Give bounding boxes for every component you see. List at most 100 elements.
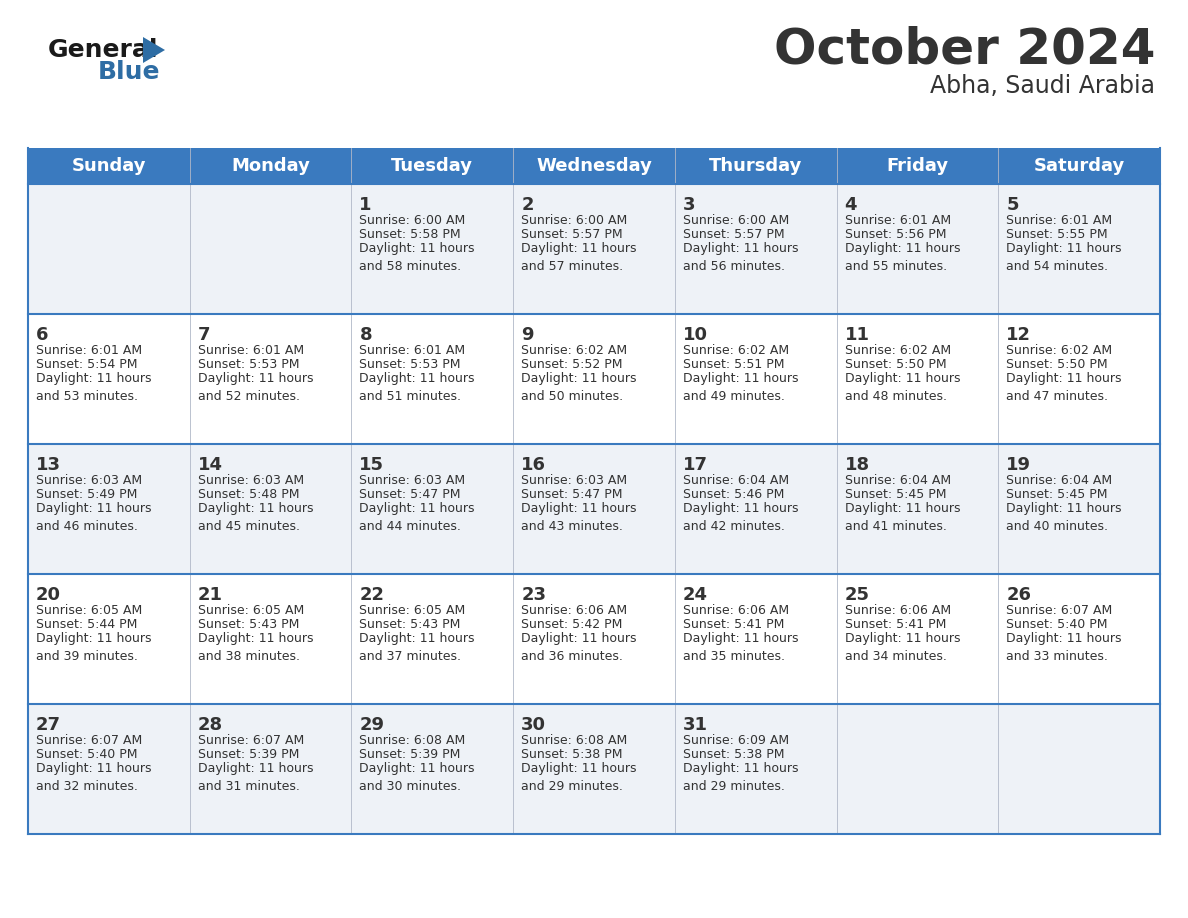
- Text: Sunrise: 6:01 AM: Sunrise: 6:01 AM: [845, 214, 950, 227]
- Text: Daylight: 11 hours
and 50 minutes.: Daylight: 11 hours and 50 minutes.: [522, 372, 637, 402]
- Text: 26: 26: [1006, 586, 1031, 604]
- Text: Daylight: 11 hours
and 42 minutes.: Daylight: 11 hours and 42 minutes.: [683, 502, 798, 532]
- Bar: [29, 444, 1159, 574]
- Text: Sunset: 5:57 PM: Sunset: 5:57 PM: [683, 228, 784, 241]
- Text: 28: 28: [197, 716, 223, 734]
- Text: Sunset: 5:47 PM: Sunset: 5:47 PM: [522, 488, 623, 501]
- Text: Sunrise: 6:05 AM: Sunrise: 6:05 AM: [36, 604, 143, 617]
- Text: Sunrise: 6:07 AM: Sunrise: 6:07 AM: [197, 734, 304, 747]
- Text: Sunset: 5:45 PM: Sunset: 5:45 PM: [845, 488, 946, 501]
- Text: Daylight: 11 hours
and 30 minutes.: Daylight: 11 hours and 30 minutes.: [360, 762, 475, 792]
- Text: Sunset: 5:41 PM: Sunset: 5:41 PM: [845, 618, 946, 631]
- Polygon shape: [143, 37, 165, 63]
- Text: Daylight: 11 hours
and 55 minutes.: Daylight: 11 hours and 55 minutes.: [845, 242, 960, 273]
- Text: Sunrise: 6:06 AM: Sunrise: 6:06 AM: [522, 604, 627, 617]
- Text: Sunrise: 6:04 AM: Sunrise: 6:04 AM: [683, 474, 789, 487]
- Text: Sunrise: 6:06 AM: Sunrise: 6:06 AM: [845, 604, 950, 617]
- Text: Daylight: 11 hours
and 53 minutes.: Daylight: 11 hours and 53 minutes.: [36, 372, 152, 402]
- Text: Daylight: 11 hours
and 47 minutes.: Daylight: 11 hours and 47 minutes.: [1006, 372, 1121, 402]
- Text: Wednesday: Wednesday: [536, 157, 652, 175]
- Text: Daylight: 11 hours
and 39 minutes.: Daylight: 11 hours and 39 minutes.: [36, 632, 152, 663]
- Text: 12: 12: [1006, 326, 1031, 344]
- Text: Sunset: 5:56 PM: Sunset: 5:56 PM: [845, 228, 946, 241]
- Text: Sunrise: 6:02 AM: Sunrise: 6:02 AM: [1006, 344, 1112, 357]
- Text: Sunset: 5:57 PM: Sunset: 5:57 PM: [522, 228, 623, 241]
- Text: Sunset: 5:43 PM: Sunset: 5:43 PM: [197, 618, 299, 631]
- Text: Daylight: 11 hours
and 54 minutes.: Daylight: 11 hours and 54 minutes.: [1006, 242, 1121, 273]
- Text: 15: 15: [360, 456, 385, 474]
- Text: 2: 2: [522, 196, 533, 214]
- Text: Sunset: 5:41 PM: Sunset: 5:41 PM: [683, 618, 784, 631]
- Text: Blue: Blue: [97, 60, 160, 84]
- Text: Daylight: 11 hours
and 33 minutes.: Daylight: 11 hours and 33 minutes.: [1006, 632, 1121, 663]
- Text: 14: 14: [197, 456, 222, 474]
- Text: Sunrise: 6:04 AM: Sunrise: 6:04 AM: [845, 474, 950, 487]
- Text: 24: 24: [683, 586, 708, 604]
- Bar: [29, 704, 1159, 834]
- Text: Sunrise: 6:02 AM: Sunrise: 6:02 AM: [522, 344, 627, 357]
- Text: Sunset: 5:53 PM: Sunset: 5:53 PM: [360, 358, 461, 371]
- Text: 22: 22: [360, 586, 385, 604]
- Text: Daylight: 11 hours
and 57 minutes.: Daylight: 11 hours and 57 minutes.: [522, 242, 637, 273]
- Text: Sunset: 5:38 PM: Sunset: 5:38 PM: [522, 748, 623, 761]
- Text: Daylight: 11 hours
and 31 minutes.: Daylight: 11 hours and 31 minutes.: [197, 762, 314, 792]
- Bar: [29, 148, 1159, 184]
- Text: 23: 23: [522, 586, 546, 604]
- Text: Sunrise: 6:02 AM: Sunrise: 6:02 AM: [683, 344, 789, 357]
- Text: Daylight: 11 hours
and 36 minutes.: Daylight: 11 hours and 36 minutes.: [522, 632, 637, 663]
- Text: Sunset: 5:40 PM: Sunset: 5:40 PM: [36, 748, 138, 761]
- Text: Sunset: 5:50 PM: Sunset: 5:50 PM: [1006, 358, 1108, 371]
- Text: Daylight: 11 hours
and 58 minutes.: Daylight: 11 hours and 58 minutes.: [360, 242, 475, 273]
- Text: Sunset: 5:45 PM: Sunset: 5:45 PM: [1006, 488, 1107, 501]
- Text: Daylight: 11 hours
and 51 minutes.: Daylight: 11 hours and 51 minutes.: [360, 372, 475, 402]
- Text: Monday: Monday: [232, 157, 310, 175]
- Text: Daylight: 11 hours
and 32 minutes.: Daylight: 11 hours and 32 minutes.: [36, 762, 152, 792]
- Text: Sunset: 5:58 PM: Sunset: 5:58 PM: [360, 228, 461, 241]
- Text: Daylight: 11 hours
and 43 minutes.: Daylight: 11 hours and 43 minutes.: [522, 502, 637, 532]
- Text: 21: 21: [197, 586, 222, 604]
- Text: 6: 6: [36, 326, 49, 344]
- Text: Sunday: Sunday: [71, 157, 146, 175]
- Text: Sunset: 5:39 PM: Sunset: 5:39 PM: [197, 748, 299, 761]
- Text: 16: 16: [522, 456, 546, 474]
- Text: Sunrise: 6:02 AM: Sunrise: 6:02 AM: [845, 344, 950, 357]
- Text: Abha, Saudi Arabia: Abha, Saudi Arabia: [930, 74, 1155, 98]
- Text: Daylight: 11 hours
and 56 minutes.: Daylight: 11 hours and 56 minutes.: [683, 242, 798, 273]
- Text: 25: 25: [845, 586, 870, 604]
- Text: Daylight: 11 hours
and 48 minutes.: Daylight: 11 hours and 48 minutes.: [845, 372, 960, 402]
- Text: 4: 4: [845, 196, 857, 214]
- Text: Daylight: 11 hours
and 52 minutes.: Daylight: 11 hours and 52 minutes.: [197, 372, 314, 402]
- Text: Sunset: 5:50 PM: Sunset: 5:50 PM: [845, 358, 946, 371]
- Text: Sunrise: 6:03 AM: Sunrise: 6:03 AM: [197, 474, 304, 487]
- Text: Sunrise: 6:03 AM: Sunrise: 6:03 AM: [36, 474, 143, 487]
- Text: Sunrise: 6:06 AM: Sunrise: 6:06 AM: [683, 604, 789, 617]
- Text: Sunrise: 6:07 AM: Sunrise: 6:07 AM: [1006, 604, 1112, 617]
- Text: 11: 11: [845, 326, 870, 344]
- Text: Sunrise: 6:09 AM: Sunrise: 6:09 AM: [683, 734, 789, 747]
- Bar: [29, 314, 1159, 444]
- Text: 27: 27: [36, 716, 61, 734]
- Text: 10: 10: [683, 326, 708, 344]
- Text: Sunset: 5:39 PM: Sunset: 5:39 PM: [360, 748, 461, 761]
- Text: Daylight: 11 hours
and 49 minutes.: Daylight: 11 hours and 49 minutes.: [683, 372, 798, 402]
- Text: Daylight: 11 hours
and 41 minutes.: Daylight: 11 hours and 41 minutes.: [845, 502, 960, 532]
- Text: Daylight: 11 hours
and 45 minutes.: Daylight: 11 hours and 45 minutes.: [197, 502, 314, 532]
- Text: 5: 5: [1006, 196, 1019, 214]
- Text: Daylight: 11 hours
and 40 minutes.: Daylight: 11 hours and 40 minutes.: [1006, 502, 1121, 532]
- Text: Daylight: 11 hours
and 46 minutes.: Daylight: 11 hours and 46 minutes.: [36, 502, 152, 532]
- Text: Sunrise: 6:00 AM: Sunrise: 6:00 AM: [683, 214, 789, 227]
- Text: Sunset: 5:53 PM: Sunset: 5:53 PM: [197, 358, 299, 371]
- Text: Daylight: 11 hours
and 29 minutes.: Daylight: 11 hours and 29 minutes.: [683, 762, 798, 792]
- Text: 13: 13: [36, 456, 61, 474]
- Text: Daylight: 11 hours
and 37 minutes.: Daylight: 11 hours and 37 minutes.: [360, 632, 475, 663]
- Text: Sunset: 5:42 PM: Sunset: 5:42 PM: [522, 618, 623, 631]
- Text: Sunrise: 6:04 AM: Sunrise: 6:04 AM: [1006, 474, 1112, 487]
- Text: Sunset: 5:48 PM: Sunset: 5:48 PM: [197, 488, 299, 501]
- Text: Sunrise: 6:03 AM: Sunrise: 6:03 AM: [522, 474, 627, 487]
- Text: 18: 18: [845, 456, 870, 474]
- Text: Tuesday: Tuesday: [391, 157, 473, 175]
- Text: Thursday: Thursday: [709, 157, 802, 175]
- Text: Sunset: 5:49 PM: Sunset: 5:49 PM: [36, 488, 138, 501]
- Text: Daylight: 11 hours
and 29 minutes.: Daylight: 11 hours and 29 minutes.: [522, 762, 637, 792]
- Text: Sunset: 5:38 PM: Sunset: 5:38 PM: [683, 748, 784, 761]
